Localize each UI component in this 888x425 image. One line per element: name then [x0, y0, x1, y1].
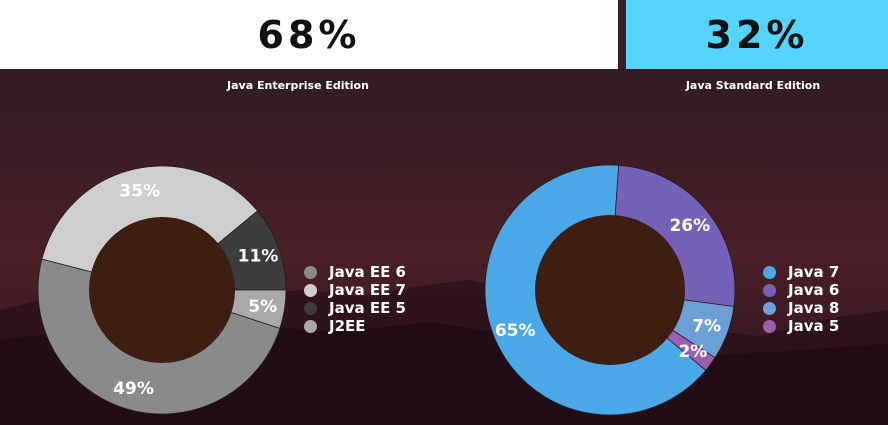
slice-label-java-ee-5: 11% [238, 246, 279, 266]
legend-item-java-ee-7: Java EE 7 [304, 281, 406, 299]
standard-chart-title: Java Standard Edition [685, 79, 821, 92]
enterprise-donut-chart: 49% 35% 11% 5% [37, 165, 287, 415]
legend-swatch [763, 319, 776, 333]
bar-divider [618, 0, 626, 69]
legend-item-j2ee: J2EE [304, 317, 406, 335]
legend-swatch [763, 283, 776, 297]
enterprise-chart-title: Java Enterprise Edition [227, 79, 369, 92]
legend-label: Java 7 [788, 263, 840, 281]
legend-label: Java EE 5 [329, 299, 406, 317]
slice-label-java-6: 26% [669, 216, 710, 236]
legend-swatch [304, 301, 317, 315]
legend-item-java-ee-5: Java EE 5 [304, 299, 406, 317]
enterprise-share-bar: 68% [0, 0, 618, 69]
standard-donut-chart: 65% 26% 7% 2% [484, 164, 736, 416]
legend-label: Java 6 [788, 281, 840, 299]
legend-swatch [304, 319, 317, 333]
legend-swatch [304, 265, 317, 279]
standard-share-value: 32% [705, 12, 809, 57]
legend-swatch [763, 265, 776, 279]
legend-item-java-6: Java 6 [763, 281, 839, 299]
donut-center [535, 215, 685, 365]
enterprise-legend: Java EE 6 Java EE 7 Java EE 5 J2EE [304, 263, 406, 335]
legend-item-java-ee-6: Java EE 6 [304, 263, 406, 281]
legend-label: Java 5 [788, 317, 840, 335]
slice-label-java-7: 65% [495, 321, 536, 341]
slice-label-java-5: 2% [678, 342, 707, 362]
legend-label: Java EE 6 [329, 263, 406, 281]
standard-share-bar: 32% [626, 0, 888, 69]
legend-item-java-5: Java 5 [763, 317, 839, 335]
enterprise-share-value: 68% [257, 12, 361, 57]
legend-item-java-8: Java 8 [763, 299, 839, 317]
legend-label: J2EE [329, 317, 366, 335]
donut-center [89, 217, 235, 363]
slice-label-java-ee-6: 49% [113, 379, 154, 399]
legend-label: Java 8 [788, 299, 840, 317]
legend-swatch [304, 283, 317, 297]
legend-label: Java EE 7 [329, 281, 406, 299]
slice-label-java-ee-7: 35% [119, 181, 160, 201]
slice-label-j2ee: 5% [248, 297, 277, 317]
legend-swatch [763, 301, 776, 315]
legend-item-java-7: Java 7 [763, 263, 839, 281]
standard-legend: Java 7 Java 6 Java 8 Java 5 [763, 263, 839, 335]
slice-label-java-8: 7% [692, 317, 721, 337]
